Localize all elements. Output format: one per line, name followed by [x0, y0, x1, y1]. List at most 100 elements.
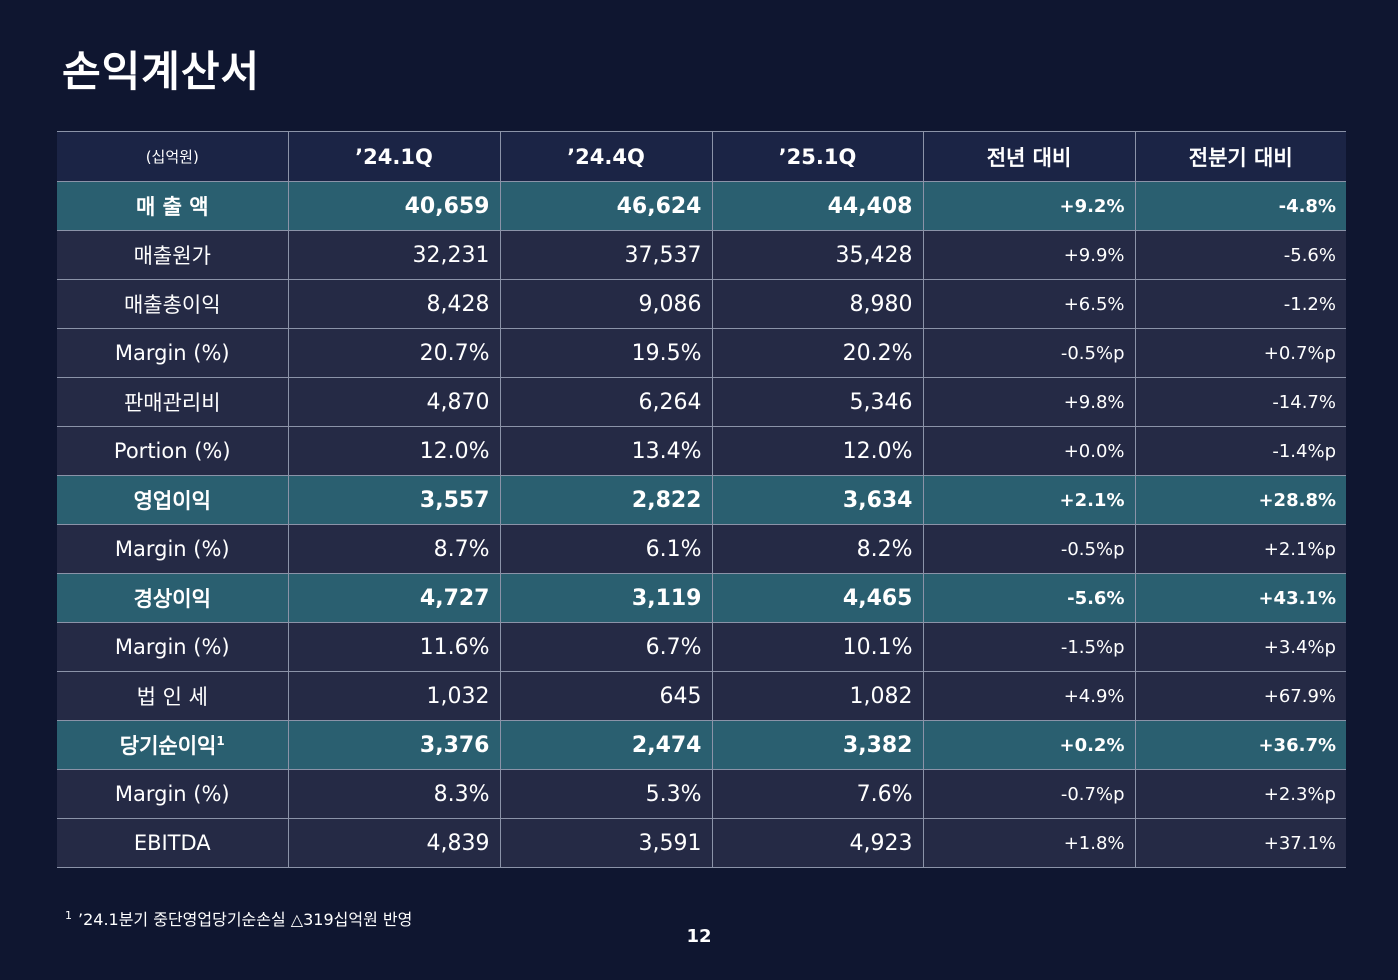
- cell-yoy: +9.9%: [922, 230, 1136, 280]
- table-row-revenue: 매 출 액 40,659 46,624 44,408 +9.2% -4.8%: [57, 181, 1346, 231]
- table-row-ebitda: EBITDA 4,839 3,591 4,923 +1.8% +37.1%: [57, 818, 1346, 868]
- cell-value: 4,870: [287, 377, 501, 427]
- cell-yoy: +6.5%: [922, 279, 1136, 329]
- cell-qoq: -14.7%: [1134, 377, 1346, 427]
- table-row-operating-margin: Margin (%) 8.7% 6.1% 8.2% -0.5%p +2.1%p: [57, 524, 1346, 574]
- cell-value: 6,264: [499, 377, 713, 427]
- cell-yoy: -0.5%p: [922, 328, 1136, 378]
- page-title: 손익계산서: [62, 47, 261, 96]
- cell-value: 37,537: [499, 230, 713, 280]
- cell-qoq: +2.1%p: [1134, 524, 1346, 574]
- column-header-24-4q: ’24.4Q: [499, 131, 713, 182]
- cell-value: 4,923: [711, 818, 924, 868]
- cell-qoq: -4.8%: [1134, 181, 1346, 231]
- cell-qoq: +67.9%: [1134, 671, 1346, 721]
- table-row-gross-profit: 매출총이익 8,428 9,086 8,980 +6.5% -1.2%: [57, 279, 1346, 329]
- cell-value: 1,082: [711, 671, 924, 721]
- cell-value: 6.1%: [499, 524, 713, 574]
- row-label: 매출원가: [57, 230, 289, 280]
- cell-value: 5,346: [711, 377, 924, 427]
- cell-value: 13.4%: [499, 426, 713, 476]
- row-label: 당기순이익: [119, 734, 217, 758]
- table-row-operating-profit: 영업이익 3,557 2,822 3,634 +2.1% +28.8%: [57, 475, 1346, 525]
- cell-qoq: -1.4%p: [1134, 426, 1346, 476]
- cell-value: 3,557: [287, 475, 501, 525]
- column-header-yoy: 전년 대비: [922, 131, 1136, 182]
- page-number: 12: [686, 926, 712, 947]
- cell-yoy: +1.8%: [922, 818, 1136, 868]
- table-row-net-income: 당기순이익1 3,376 2,474 3,382 +0.2% +36.7%: [57, 720, 1346, 770]
- column-header-qoq: 전분기 대비: [1134, 131, 1346, 182]
- cell-qoq: +2.3%p: [1134, 769, 1346, 819]
- cell-yoy: +4.9%: [922, 671, 1136, 721]
- cell-qoq: +0.7%p: [1134, 328, 1346, 378]
- footnote: 1 ’24.1분기 중단영업당기순손실 △319십억원 반영: [65, 906, 412, 930]
- cell-value: 7.6%: [711, 769, 924, 819]
- cell-value: 12.0%: [711, 426, 924, 476]
- footnote-text: ’24.1분기 중단영업당기순손실 △319십억원 반영: [78, 910, 413, 929]
- column-header-24-1q: ’24.1Q: [287, 131, 501, 182]
- cell-yoy: -0.5%p: [922, 524, 1136, 574]
- cell-value: 10.1%: [711, 622, 924, 672]
- row-label: 영업이익: [57, 475, 289, 525]
- cell-value: 35,428: [711, 230, 924, 280]
- cell-value: 4,839: [287, 818, 501, 868]
- cell-value: 3,119: [499, 573, 713, 623]
- cell-value: 20.7%: [287, 328, 501, 378]
- cell-value: 5.3%: [499, 769, 713, 819]
- cell-value: 645: [499, 671, 713, 721]
- row-label: 매출총이익: [57, 279, 289, 329]
- cell-qoq: +36.7%: [1134, 720, 1346, 770]
- cell-value: 3,376: [287, 720, 501, 770]
- cell-value: 20.2%: [711, 328, 924, 378]
- footnote-mark: 1: [216, 734, 225, 748]
- table-row-gross-margin: Margin (%) 20.7% 19.5% 20.2% -0.5%p +0.7…: [57, 328, 1346, 378]
- cell-value: 3,634: [711, 475, 924, 525]
- cell-value: 8.2%: [711, 524, 924, 574]
- cell-qoq: +43.1%: [1134, 573, 1346, 623]
- table-row-sga-portion: Portion (%) 12.0% 13.4% 12.0% +0.0% -1.4…: [57, 426, 1346, 476]
- cell-value: 32,231: [287, 230, 501, 280]
- row-label: Portion (%): [57, 426, 289, 476]
- income-statement-table: (십억원) ’24.1Q ’24.4Q ’25.1Q 전년 대비 전분기 대비 …: [57, 131, 1346, 868]
- cell-yoy: +0.0%: [922, 426, 1136, 476]
- cell-value: 11.6%: [287, 622, 501, 672]
- row-label: Margin (%): [57, 328, 289, 378]
- cell-yoy: +9.8%: [922, 377, 1136, 427]
- row-label: 경상이익: [57, 573, 289, 623]
- cell-qoq: -5.6%: [1134, 230, 1346, 280]
- table-row-ordinary-margin: Margin (%) 11.6% 6.7% 10.1% -1.5%p +3.4%…: [57, 622, 1346, 672]
- cell-yoy: -0.7%p: [922, 769, 1136, 819]
- footnote-mark: 1: [65, 909, 72, 922]
- table-row-sga: 판매관리비 4,870 6,264 5,346 +9.8% -14.7%: [57, 377, 1346, 427]
- cell-value: 3,591: [499, 818, 713, 868]
- row-label: Margin (%): [57, 769, 289, 819]
- cell-value: 4,727: [287, 573, 501, 623]
- row-label: 판매관리비: [57, 377, 289, 427]
- cell-value: 12.0%: [287, 426, 501, 476]
- cell-value: 4,465: [711, 573, 924, 623]
- cell-value: 8,980: [711, 279, 924, 329]
- cell-value: 6.7%: [499, 622, 713, 672]
- cell-value: 44,408: [711, 181, 924, 231]
- cell-value: 46,624: [499, 181, 713, 231]
- cell-yoy: +2.1%: [922, 475, 1136, 525]
- cell-yoy: -1.5%p: [922, 622, 1136, 672]
- row-label: 매 출 액: [57, 181, 289, 231]
- table-row-income-tax: 법 인 세 1,032 645 1,082 +4.9% +67.9%: [57, 671, 1346, 721]
- cell-value: 8,428: [287, 279, 501, 329]
- cell-value: 1,032: [287, 671, 501, 721]
- cell-value: 9,086: [499, 279, 713, 329]
- row-label: Margin (%): [57, 622, 289, 672]
- cell-value: 40,659: [287, 181, 501, 231]
- cell-yoy: +9.2%: [922, 181, 1136, 231]
- cell-value: 19.5%: [499, 328, 713, 378]
- unit-label: (십억원): [57, 131, 289, 182]
- cell-qoq: +28.8%: [1134, 475, 1346, 525]
- cell-value: 8.7%: [287, 524, 501, 574]
- table-row-cost-of-sales: 매출원가 32,231 37,537 35,428 +9.9% -5.6%: [57, 230, 1346, 280]
- table-row-net-margin: Margin (%) 8.3% 5.3% 7.6% -0.7%p +2.3%p: [57, 769, 1346, 819]
- cell-qoq: +3.4%p: [1134, 622, 1346, 672]
- row-label: Margin (%): [57, 524, 289, 574]
- row-label: 법 인 세: [57, 671, 289, 721]
